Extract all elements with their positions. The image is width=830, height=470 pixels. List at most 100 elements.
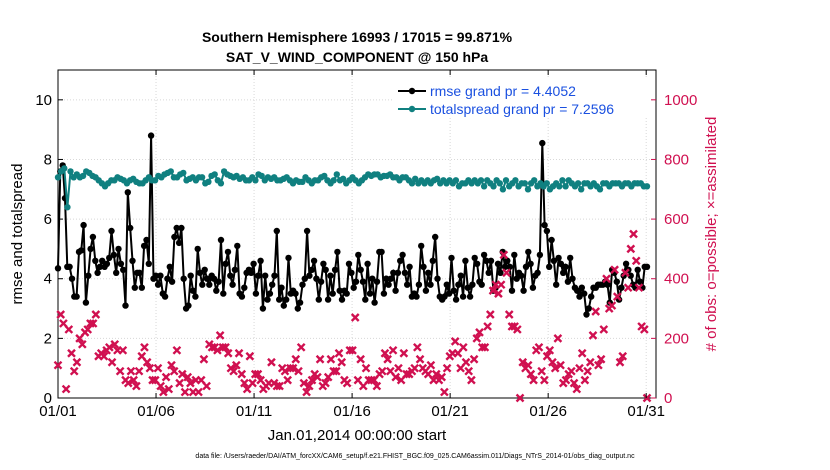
data-point-rmse xyxy=(201,266,208,273)
data-point-rmse xyxy=(397,257,404,264)
data-point-obs-assimilated xyxy=(253,369,263,379)
data-point-rmse xyxy=(478,281,485,288)
data-point-rmse xyxy=(196,269,204,276)
data-point-rmse xyxy=(432,233,439,241)
series-totalspread xyxy=(54,165,651,211)
data-point-totalspread xyxy=(79,172,87,180)
data-point-rmse xyxy=(66,263,73,270)
data-point-totalspread xyxy=(433,175,441,182)
cross-stroke xyxy=(334,348,344,358)
y-left-tick-label: 2 xyxy=(44,330,52,347)
data-point-obs-assimilated xyxy=(556,360,565,370)
data-point-rmse xyxy=(96,263,104,270)
data-point-rmse xyxy=(189,287,197,294)
data-point-rmse xyxy=(78,247,85,254)
data-point-rmse xyxy=(643,263,651,270)
y-right-tick-label: 0 xyxy=(664,390,672,407)
cross-stroke xyxy=(472,334,482,343)
data-point-obs-assimilated xyxy=(175,378,184,388)
data-point-totalspread xyxy=(574,180,582,187)
data-point-rmse xyxy=(350,284,357,291)
data-point-rmse xyxy=(622,260,630,267)
cross-stroke xyxy=(545,345,555,355)
data-point-rmse xyxy=(569,275,576,282)
y-right-tick-label: 600 xyxy=(664,211,689,228)
data-point-obs-assimilated xyxy=(88,319,98,328)
cross-stroke xyxy=(442,363,452,373)
cross-stroke xyxy=(126,366,136,376)
cross-stroke xyxy=(553,334,563,343)
data-point-rmse xyxy=(497,269,504,276)
cross-stroke xyxy=(213,345,222,355)
cross-stroke xyxy=(145,363,155,373)
data-point-obs-assimilated xyxy=(623,283,633,293)
data-point-totalspread xyxy=(477,177,485,184)
cross-stroke xyxy=(391,372,401,382)
data-point-rmse xyxy=(550,257,558,264)
data-point-obs-assimilated xyxy=(245,351,255,361)
data-point-obs-assimilated xyxy=(458,342,468,352)
cross-stroke xyxy=(450,336,460,346)
data-point-rmse xyxy=(296,299,304,306)
cross-stroke xyxy=(437,372,447,382)
data-point-obs-assimilated xyxy=(577,348,587,358)
cross-stroke xyxy=(515,393,525,403)
data-point-rmse xyxy=(87,245,94,253)
cross-stroke xyxy=(161,372,171,382)
data-point-rmse xyxy=(180,275,187,282)
series-obs-assimilated xyxy=(53,229,652,403)
data-point-obs-assimilated xyxy=(502,268,511,278)
cross-stroke xyxy=(313,372,322,382)
cross-stroke xyxy=(140,342,149,352)
data-point-rmse xyxy=(634,266,641,273)
data-point-obs-assimilated xyxy=(583,366,592,376)
data-point-totalspread xyxy=(556,183,563,190)
cross-stroke xyxy=(496,280,506,290)
data-point-rmse xyxy=(555,254,562,262)
data-point-obs-assimilated xyxy=(388,345,398,355)
data-point-rmse xyxy=(553,281,560,288)
data-point-obs-assimilated xyxy=(91,310,101,319)
data-point-totalspread xyxy=(67,168,74,175)
cross-stroke xyxy=(115,366,125,376)
data-point-obs-assimilated xyxy=(634,283,644,293)
cross-stroke xyxy=(377,366,387,376)
data-point-rmse xyxy=(175,239,183,247)
data-point-rmse xyxy=(206,281,213,288)
data-point-rmse xyxy=(203,275,211,282)
cross-stroke xyxy=(361,363,371,373)
data-point-totalspread xyxy=(217,180,225,187)
data-point-rmse xyxy=(234,242,241,250)
y-left-tick-label: 0 xyxy=(44,390,52,407)
cross-stroke xyxy=(167,360,176,370)
data-point-obs-assimilated xyxy=(272,381,282,391)
data-point-obs-assimilated xyxy=(437,372,447,382)
data-point-rmse xyxy=(445,290,453,297)
data-point-rmse xyxy=(452,296,460,303)
cross-stroke xyxy=(291,354,301,364)
data-point-rmse xyxy=(480,251,488,259)
data-point-rmse xyxy=(310,257,318,264)
data-point-obs-assimilated xyxy=(599,325,609,334)
data-point-rmse xyxy=(513,275,520,282)
data-point-obs-assimilated xyxy=(572,384,582,394)
cross-stroke xyxy=(488,286,498,296)
data-point-rmse xyxy=(564,278,572,285)
cross-stroke xyxy=(464,366,474,376)
data-point-rmse xyxy=(166,263,173,270)
data-point-obs-assimilated xyxy=(553,334,563,343)
data-point-obs-assimilated xyxy=(280,366,290,376)
data-point-rmse xyxy=(443,281,450,288)
data-point-obs-assimilated xyxy=(145,363,155,373)
data-point-rmse xyxy=(106,254,113,262)
data-point-rmse xyxy=(380,290,388,297)
data-point-obs-assimilated xyxy=(77,339,87,349)
cross-stroke xyxy=(329,366,338,376)
data-point-obs-assimilated xyxy=(299,378,309,388)
data-point-rmse xyxy=(525,248,532,256)
data-point-obs-assimilated xyxy=(313,372,322,382)
cross-stroke xyxy=(615,357,625,367)
cross-stroke xyxy=(137,351,147,361)
data-point-rmse xyxy=(425,269,432,276)
cross-stroke xyxy=(110,339,120,349)
